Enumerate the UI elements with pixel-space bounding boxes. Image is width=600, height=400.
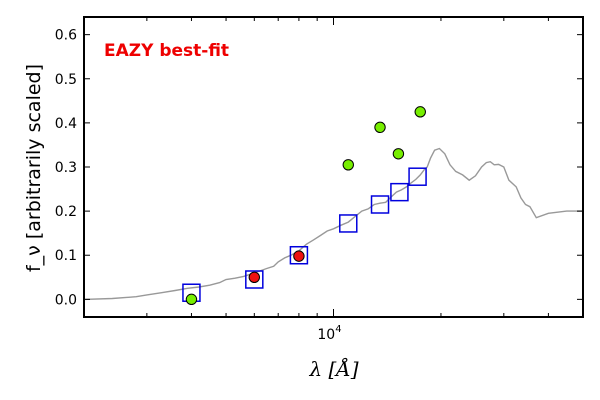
photometry-layer xyxy=(182,106,427,306)
y-tick-label: 0.2 xyxy=(55,204,77,220)
x-tick-label: 104 xyxy=(317,324,341,343)
model-flux-square xyxy=(408,167,427,186)
y-tick-label: 0.6 xyxy=(55,28,77,44)
y-tick-label: 0.0 xyxy=(55,292,77,308)
x-axis-label: λ [Å] xyxy=(308,356,358,381)
y-tick-label: 0.1 xyxy=(55,248,77,264)
observed-flux-point-green xyxy=(342,159,354,171)
model-flux-square xyxy=(245,270,264,289)
observed-flux-point-green xyxy=(374,121,386,133)
observed-flux-point-green xyxy=(414,106,426,118)
model-spectrum-layer xyxy=(83,147,583,301)
model-flux-square xyxy=(370,195,390,214)
model-flux-square xyxy=(339,214,358,233)
model-flux-square xyxy=(289,245,309,265)
y-tick-label: 0.3 xyxy=(55,160,77,176)
observed-flux-point-red xyxy=(293,250,305,262)
axis-ticks xyxy=(84,17,583,317)
legend-annotation: EAZY best-fit xyxy=(104,41,229,61)
y-tick-label: 0.4 xyxy=(55,116,77,132)
observed-flux-point-green xyxy=(185,293,198,306)
y-axis-label: f_ν [arbitrarily scaled] xyxy=(23,64,45,272)
y-tick-label: 0.5 xyxy=(55,72,77,88)
model-flux-square xyxy=(390,182,409,202)
model-spectrum-line xyxy=(83,147,583,301)
x-tick-labels: 104 xyxy=(317,324,341,343)
observed-flux-point-red xyxy=(248,271,261,283)
observed-flux-point-green xyxy=(392,148,405,160)
y-tick-labels: 0.0 0.1 0.2 0.3 0.4 0.5 0.6 xyxy=(55,28,77,309)
plot-frame xyxy=(83,16,584,318)
